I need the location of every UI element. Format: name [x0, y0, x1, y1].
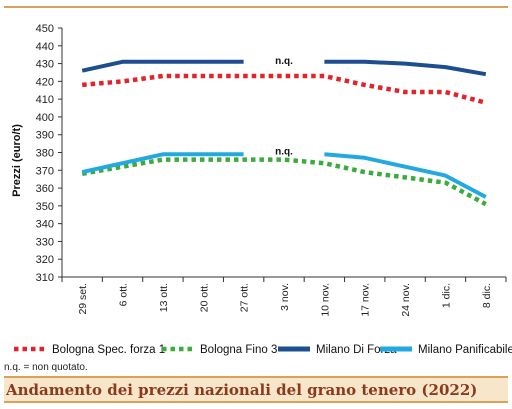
y-tick-label: 450 [36, 23, 54, 35]
y-tick-label: 320 [36, 254, 54, 266]
footnote: n.q. = non quotato. [4, 362, 88, 373]
series-line-4 [81, 152, 244, 175]
legend-label-4: Milano Panificabile [418, 344, 512, 356]
y-tick-label: 350 [36, 201, 54, 213]
y-tick-label: 440 [36, 41, 54, 53]
annotation-nq: n.q. [275, 147, 293, 158]
y-tick-label: 420 [36, 76, 54, 88]
series-line-4 [324, 152, 487, 199]
x-tick-label: 29 set. [77, 283, 89, 315]
series-line-3 [81, 59, 244, 73]
y-tick-label: 310 [36, 272, 54, 284]
y-tick-label: 430 [36, 59, 54, 71]
series-line-3 [324, 59, 487, 77]
y-axis-label: Prezzi (euro/t) [11, 124, 23, 197]
y-tick-label: 340 [36, 219, 54, 231]
top-rule [4, 6, 508, 8]
x-tick-label: 10 nov. [319, 283, 331, 317]
y-tick-label: 370 [36, 165, 54, 177]
chart-caption: Andamento dei prezzi nazionali del grano… [6, 381, 478, 399]
y-tick-label: 410 [36, 94, 54, 106]
line-chart: 310 320 330 340 350 360 370 380 390 400 410 420 430 4… [11, 23, 512, 356]
x-tick-label: 1 dic. [440, 283, 452, 308]
legend-label-2: Bologna Fino 3 [200, 344, 277, 356]
x-tick-label: 24 nov. [400, 283, 412, 317]
x-tick-label: 13 ott. [158, 283, 170, 312]
y-tick-label: 400 [36, 112, 54, 124]
x-tick-label: 8 dic. [481, 283, 493, 308]
y-tick-label: 390 [36, 130, 54, 142]
x-tick-label: 17 nov. [360, 283, 372, 317]
y-tick-label: 360 [36, 183, 54, 195]
caption-bar: Andamento dei prezzi nazionali del grano… [4, 376, 508, 403]
y-tick-label: 380 [36, 148, 54, 160]
legend-label-1: Bologna Spec. forza 1 [52, 344, 165, 356]
x-tick-label: 6 ott. [118, 283, 130, 306]
y-tick-label: 330 [36, 236, 54, 248]
x-tick-label: 20 ott. [198, 283, 210, 312]
series-line-1 [82, 73, 487, 105]
x-tick-label: 27 ott. [239, 283, 251, 312]
series-line-2 [81, 157, 487, 207]
x-tick-label: 3 nov. [279, 283, 291, 311]
annotation-nq: n.q. [275, 56, 293, 67]
legend-label-3: Milano Di Forza [316, 344, 397, 356]
